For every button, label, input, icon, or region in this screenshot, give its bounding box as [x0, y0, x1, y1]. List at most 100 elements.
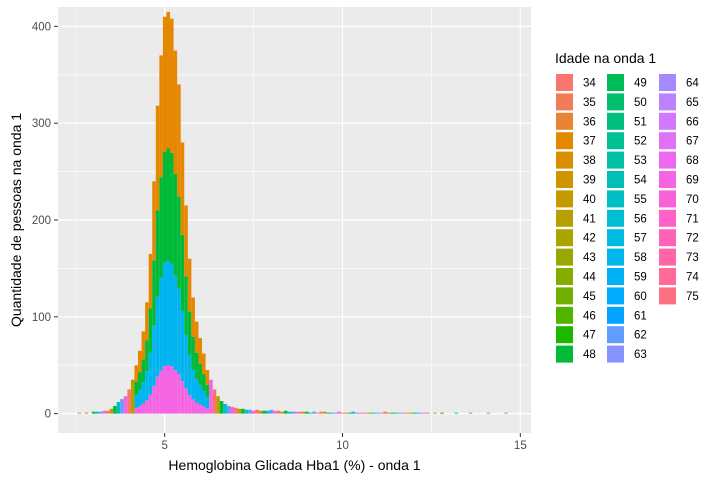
legend-key-59 [607, 268, 624, 285]
legend-label-37: 37 [583, 136, 596, 148]
histogram-bar [127, 389, 131, 414]
legend-label-54: 54 [634, 175, 647, 187]
histogram-bar-segment [202, 406, 206, 414]
x-tick-label: 10 [336, 440, 349, 452]
histogram-bar [354, 412, 359, 414]
y-axis-ticks: 0 100 200 300 400 [32, 21, 58, 421]
histogram-bar [116, 402, 121, 414]
legend-label-71: 71 [686, 213, 699, 225]
histogram-bar-segment [162, 151, 167, 263]
legend-key-34 [556, 74, 573, 91]
histogram-bar [223, 403, 227, 414]
histogram-bar-segment [202, 353, 206, 375]
histogram-bar-segment [177, 288, 181, 375]
legend-label-58: 58 [634, 252, 647, 264]
legend-key-54 [607, 171, 624, 188]
histogram-bar-segment [198, 338, 203, 364]
legend-label-48: 48 [583, 349, 596, 361]
histogram-bar [358, 412, 363, 414]
histogram-bar [98, 411, 103, 414]
histogram-bar [347, 412, 352, 414]
legend-key-75 [659, 287, 676, 305]
legend-label-68: 68 [686, 155, 699, 167]
legend-label-74: 74 [686, 272, 699, 284]
histogram-bar [305, 411, 309, 414]
legend-label-61: 61 [634, 310, 647, 322]
legend-label-67: 67 [686, 136, 699, 148]
legend-key-51 [607, 112, 624, 130]
legend-label-51: 51 [634, 116, 647, 128]
histogram-bar-segment [134, 365, 139, 382]
legend-label-40: 40 [583, 194, 596, 206]
histogram-bar [287, 411, 291, 414]
histogram-bar-segment [173, 370, 178, 414]
histogram-bar [454, 412, 459, 414]
histogram-bar-segment [138, 389, 142, 407]
histogram-bar [248, 409, 252, 414]
histogram-bar [258, 410, 263, 414]
histogram-bar [379, 412, 384, 414]
legend-key-43 [556, 248, 573, 266]
legend-key-63 [607, 345, 624, 363]
legend-key-49 [607, 74, 624, 91]
legend-key-68 [659, 151, 676, 169]
histogram-bar [319, 411, 323, 414]
legend-key-37 [556, 132, 573, 150]
legend-key-69 [659, 171, 676, 188]
histogram-bar [422, 412, 427, 414]
legend-label-57: 57 [634, 233, 647, 245]
histogram-bar [504, 412, 508, 414]
histogram-bar [340, 412, 345, 414]
histogram-bar [426, 412, 430, 414]
legend-title: Idade na onda 1 [555, 50, 656, 66]
histogram-bar-segment [166, 11, 171, 149]
y-tick-label: 300 [32, 118, 51, 130]
legend-label-53: 53 [634, 155, 647, 167]
histogram-bar-segment [198, 404, 203, 414]
legend-key-56 [607, 209, 624, 227]
histogram-bar-segment [159, 55, 163, 178]
legend-label-49: 49 [634, 78, 647, 90]
histogram-bar-segment [152, 181, 156, 261]
histogram-bar-segment [194, 352, 199, 379]
legend-label-70: 70 [686, 194, 699, 206]
histogram-bar-segment [191, 399, 195, 414]
histogram-bar-segment [194, 402, 199, 414]
x-axis-ticks: 5 10 15 [161, 433, 527, 452]
legend-label-62: 62 [634, 330, 647, 342]
legend-key-72 [659, 229, 676, 247]
legend: Idade na onda 1 34 35 36 37 38 39 40 41 42 43 44 45… [555, 50, 699, 363]
legend-key-64 [659, 74, 676, 91]
legend-label-45: 45 [583, 291, 596, 303]
histogram-bar [120, 399, 124, 414]
histogram-bar [216, 396, 220, 414]
histogram-bar-segment [134, 381, 139, 396]
legend-label-69: 69 [686, 175, 699, 187]
histogram-bar [290, 411, 295, 414]
histogram-bar [212, 389, 217, 414]
legend-label-55: 55 [634, 194, 647, 206]
histogram-bar-segment [152, 385, 156, 414]
histogram-bar [244, 409, 249, 414]
legend-key-65 [659, 93, 676, 111]
histogram-bar [241, 408, 245, 414]
histogram-bar [326, 412, 331, 414]
histogram-bar-segment [187, 258, 192, 312]
histogram-bar [262, 410, 267, 414]
histogram-bar-segment [134, 395, 139, 408]
histogram-bar-segment [155, 105, 160, 211]
histogram-bar [273, 410, 277, 414]
histogram-bar-segment [198, 384, 203, 405]
histogram-bar [315, 412, 320, 414]
histogram-bar [351, 411, 355, 414]
x-tick-label: 5 [161, 440, 167, 452]
histogram-bar [362, 412, 366, 414]
histogram-bar [418, 412, 423, 414]
histogram-bar-segment [138, 350, 142, 373]
histogram-bar-segment [173, 174, 178, 276]
histogram-bar-segment [152, 260, 156, 326]
histogram-bar [365, 412, 370, 414]
histogram-bar [95, 411, 99, 414]
y-axis-title: Quantidade de pessoas na onda 1 [8, 113, 24, 327]
